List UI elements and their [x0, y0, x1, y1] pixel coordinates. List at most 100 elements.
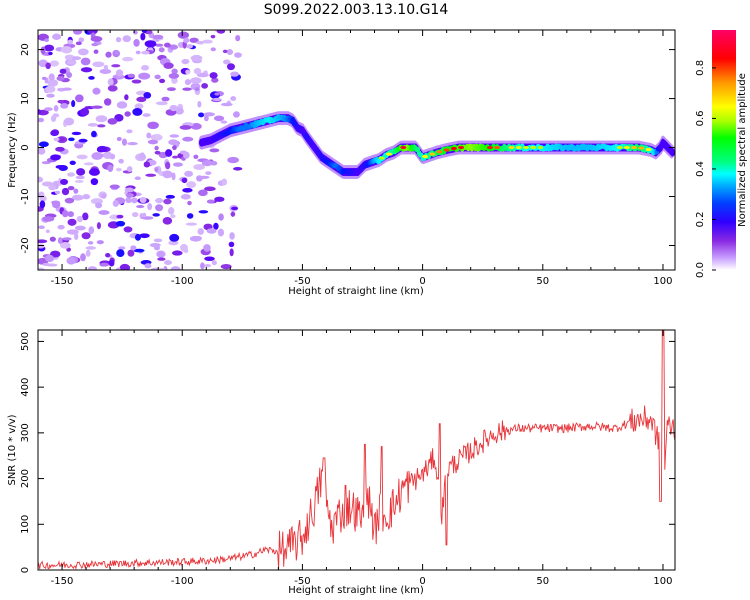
y-tick-label: 10: [20, 92, 31, 105]
noise-blob: [67, 211, 74, 218]
noise-blob: [163, 260, 173, 265]
noise-blob: [116, 101, 128, 109]
noise-blob: [59, 68, 67, 74]
noise-blob: [186, 181, 197, 189]
noise-blob: [64, 54, 75, 61]
snr-xlabel: Height of straight line (km): [288, 585, 424, 596]
noise-blob: [156, 267, 166, 270]
noise-blob: [172, 162, 183, 167]
noise-blob: [154, 145, 159, 151]
noise-blob: [233, 166, 243, 171]
ridge-peak: [522, 145, 529, 150]
noise-blob: [190, 77, 202, 84]
ridge-peak: [508, 145, 515, 150]
x-tick-label: 0: [419, 276, 425, 287]
noise-blob: [75, 94, 84, 103]
noise-blob: [75, 175, 85, 180]
noise-blob: [143, 92, 152, 99]
noise-blob: [168, 240, 179, 246]
noise-blob: [67, 185, 75, 191]
noise-blob: [66, 60, 77, 65]
noise-blob: [194, 87, 200, 92]
noise-blob: [41, 161, 51, 165]
noise-blob: [136, 96, 147, 103]
noise-blob: [46, 93, 55, 98]
colorbar-tick-label: 0.0: [695, 262, 706, 278]
noise-blob: [197, 228, 205, 235]
noise-blob: [38, 117, 45, 123]
noise-blob: [107, 85, 118, 92]
noise-blob: [140, 32, 146, 41]
noise-blob: [62, 237, 72, 241]
noise-blob: [78, 138, 88, 143]
noise-blob: [229, 248, 234, 257]
ridge-peak: [537, 145, 544, 150]
ridge-core: [300, 126, 305, 132]
noise-blob: [116, 136, 122, 142]
noise-blob: [210, 47, 216, 52]
noise-blob: [127, 249, 135, 257]
noise-blob: [96, 240, 104, 245]
noise-blob: [52, 113, 60, 118]
snr-ylabel: SNR (10 * v/v): [7, 414, 18, 485]
noise-blob: [115, 220, 126, 227]
noise-blob: [183, 37, 190, 44]
noise-blob: [125, 193, 134, 198]
noise-blob: [49, 236, 56, 242]
noise-blob: [165, 161, 171, 170]
noise-blob: [76, 168, 86, 176]
ridge-peak: [515, 145, 522, 150]
noise-blob: [71, 131, 82, 136]
noise-blob: [214, 196, 225, 202]
x-tick-label: 0: [419, 576, 425, 587]
y-tick-label: 200: [20, 469, 31, 488]
noise-blob: [153, 238, 163, 243]
noise-blob: [171, 250, 183, 256]
noise-blob: [57, 99, 65, 104]
snr-series: [38, 330, 675, 570]
ridge-core: [290, 116, 295, 123]
x-tick-label: -50: [294, 576, 310, 587]
noise-blob: [229, 232, 235, 240]
noise-blob: [105, 51, 112, 58]
noise-blob: [92, 87, 101, 95]
noise-blob: [156, 250, 166, 258]
noise-blob: [76, 154, 88, 160]
noise-blob: [222, 49, 228, 54]
noise-blob: [115, 69, 124, 77]
noise-blob: [141, 30, 148, 34]
noise-blob: [193, 164, 205, 170]
noise-blob: [41, 76, 47, 81]
noise-blob: [38, 225, 45, 230]
noise-blob: [38, 109, 41, 115]
noise-blob: [38, 191, 45, 199]
noise-blob: [142, 212, 147, 218]
noise-blob: [205, 171, 212, 175]
noise-blob: [226, 48, 234, 56]
noise-blob: [185, 69, 191, 75]
noise-blob: [198, 189, 208, 197]
noise-blob: [171, 77, 178, 84]
noise-blob: [109, 153, 116, 160]
ridge-peak: [422, 154, 429, 159]
noise-blob: [204, 186, 216, 192]
noise-blob: [88, 168, 100, 176]
noise-blob: [121, 138, 128, 146]
noise-blob: [210, 34, 216, 39]
figure-title: S099.2022.003.13.10.G14: [264, 2, 449, 18]
noise-blob: [122, 35, 131, 43]
noise-blob: [80, 108, 90, 116]
noise-blob: [189, 37, 199, 43]
noise-blob: [211, 260, 217, 266]
noise-blob: [126, 129, 133, 134]
noise-blob: [43, 44, 55, 52]
noise-blob: [168, 44, 178, 50]
noise-blob: [168, 207, 175, 215]
noise-blob: [177, 31, 190, 39]
noise-blob: [220, 263, 232, 270]
noise-blob: [218, 213, 224, 221]
noise-blob: [203, 244, 211, 252]
noise-blob: [92, 61, 105, 68]
